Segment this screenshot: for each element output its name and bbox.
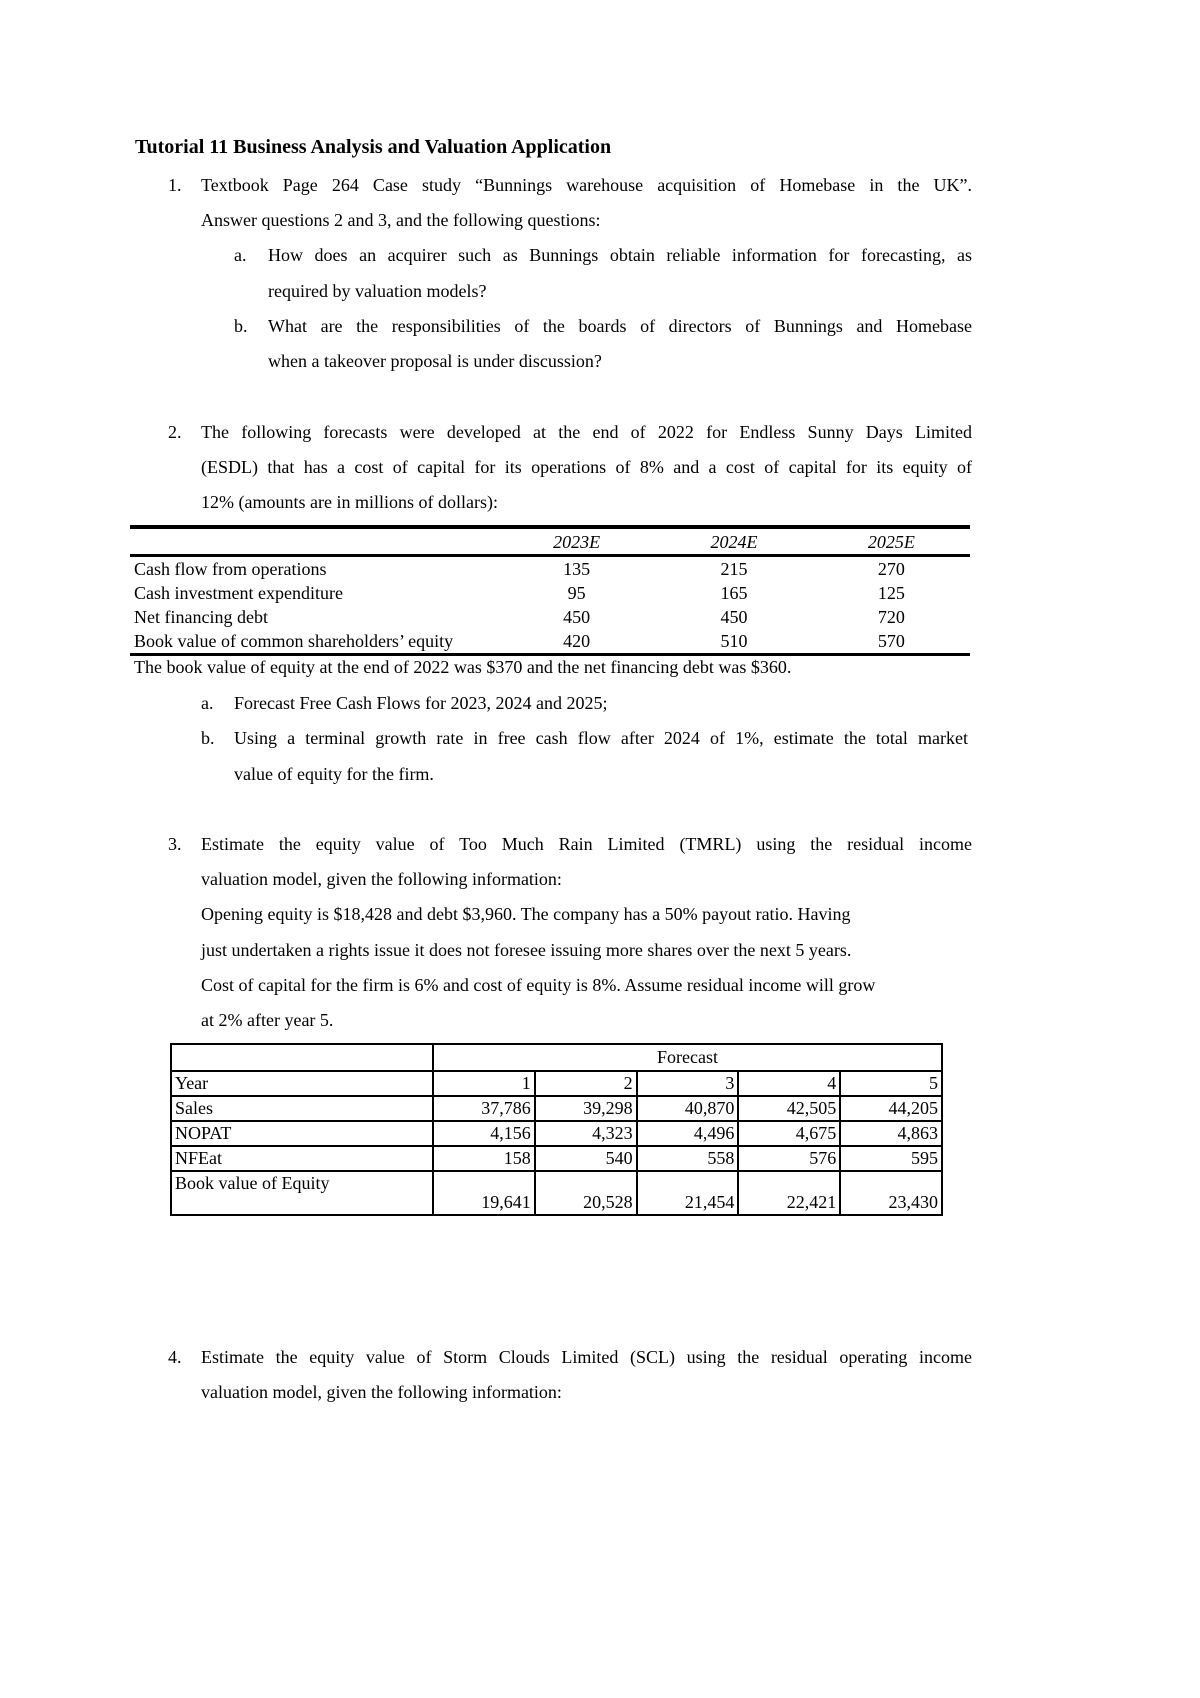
q2-note: The book value of equity at the end of 2… [134, 657, 792, 677]
q2b-text: Using a terminal growth rate in free cas… [234, 728, 968, 748]
q1b-text: when a takeover proposal is under discus… [268, 351, 602, 371]
q2a-label: a. [201, 693, 214, 713]
q1-number: 1. [168, 175, 182, 195]
column-header: 2023E [498, 527, 656, 557]
q1b-label: b. [234, 316, 248, 336]
table-row: NOPAT 4,156 4,323 4,496 4,675 4,863 [170, 1120, 943, 1147]
column-header: 2025E [812, 527, 970, 557]
table-row: Net financing debt 450 450 720 [134, 607, 905, 627]
q3-text: Opening equity is $18,428 and debt $3,96… [201, 904, 851, 924]
table-row: Year 1 2 3 4 5 [170, 1070, 943, 1097]
q2b-text: value of equity for the firm. [234, 764, 434, 784]
table-row: Book value of common shareholders’ equit… [134, 631, 905, 651]
table-row: Book value of Equity 19,641 20,528 21,454 22… [170, 1170, 943, 1216]
table-row: Cash investment expenditure 95 165 125 [134, 583, 905, 603]
forecast-header: Forecast [432, 1043, 943, 1072]
q2b-label: b. [201, 728, 215, 748]
q3-text: Estimate the equity value of Too Much Ra… [201, 834, 972, 854]
q1-text: Textbook Page 264 Case study “Bunnings w… [201, 175, 972, 195]
q3-text: at 2% after year 5. [201, 1010, 334, 1030]
q2-text: The following forecasts were developed a… [201, 422, 972, 442]
q3-text: valuation model, given the following inf… [201, 869, 562, 889]
q1a-text: required by valuation models? [268, 281, 487, 301]
q2-text: 12% (amounts are in millions of dollars)… [201, 492, 498, 512]
q2a-text: Forecast Free Cash Flows for 2023, 2024 … [234, 693, 608, 713]
q3-text: Cost of capital for the firm is 6% and c… [201, 975, 876, 995]
table-row: NFEat 158 540 558 576 595 [170, 1145, 943, 1172]
table-row: Sales 37,786 39,298 40,870 42,505 44,205 [170, 1095, 943, 1122]
page-title: Tutorial 11 Business Analysis and Valuat… [135, 136, 612, 158]
q1a-label: a. [234, 245, 247, 265]
q4-text: Estimate the equity value of Storm Cloud… [201, 1347, 972, 1367]
tmrl-forecast-table: Forecast Year 1 2 3 4 5 Sales 37,786 39,298 40,8… [170, 1043, 943, 1216]
q4-text: valuation model, given the following inf… [201, 1382, 562, 1402]
q1-text: Answer questions 2 and 3, and the follow… [201, 210, 601, 230]
q1b-text: What are the responsibilities of the boa… [268, 316, 972, 336]
q3-number: 3. [168, 834, 182, 854]
esdl-forecast-table: 2023E 2024E 2025E Cash flow from operati… [130, 525, 970, 656]
table-row: Cash flow from operations 135 215 270 [134, 559, 905, 579]
q2-number: 2. [168, 422, 182, 442]
q1a-text: How does an acquirer such as Bunnings ob… [268, 245, 972, 265]
column-header: 2024E [655, 527, 813, 557]
q4-number: 4. [168, 1347, 182, 1367]
q2-text: (ESDL) that has a cost of capital for it… [201, 457, 972, 477]
q3-text: just undertaken a rights issue it does n… [201, 940, 852, 960]
